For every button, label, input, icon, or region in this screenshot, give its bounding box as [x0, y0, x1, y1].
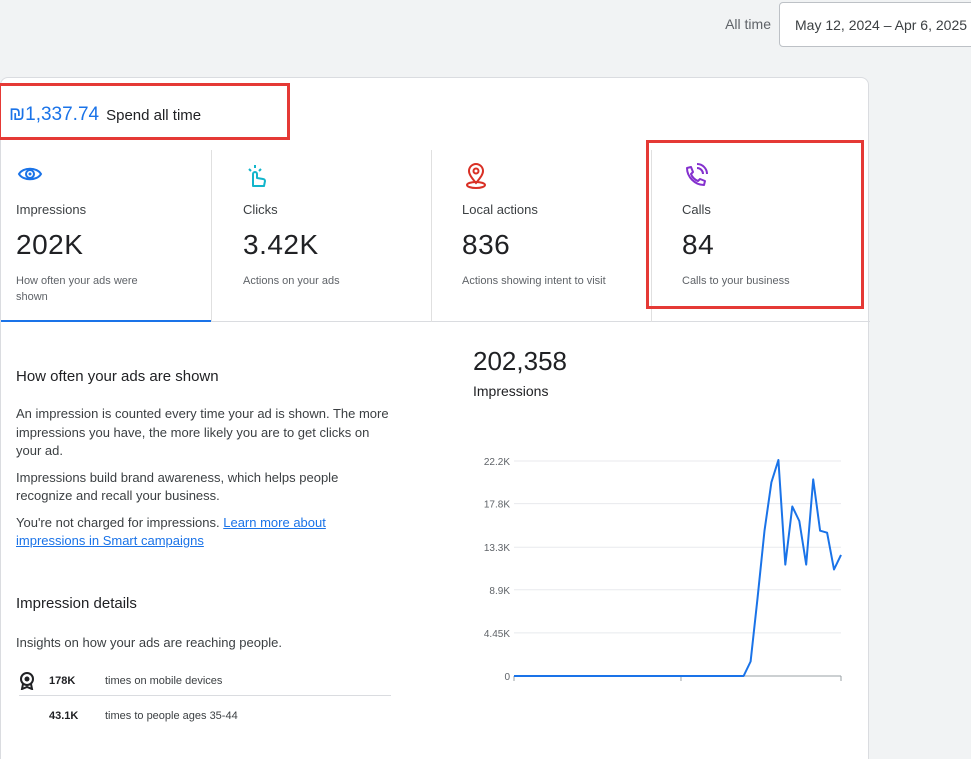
details-subtitle: Insights on how your ads are reaching pe…	[16, 634, 282, 650]
overview-card: ₪1,337.74 Spend all time Impressions 202…	[0, 77, 870, 759]
metric-desc: Actions showing intent to visit	[462, 275, 606, 287]
detail-row-mobile: 178K times on mobile devices	[19, 666, 391, 696]
metric-name: Local actions	[462, 202, 538, 217]
y-tick-label: 17.8K	[484, 500, 510, 511]
metric-local-actions[interactable]: Local actions 836 Actions showing intent…	[432, 150, 652, 322]
eye-icon	[17, 167, 43, 181]
y-tick-label: 4.45K	[484, 629, 510, 640]
calls-highlight-box	[646, 140, 864, 309]
metric-calls[interactable]: Calls 84 Calls to your business	[652, 150, 870, 322]
metric-name: Calls	[682, 202, 711, 217]
y-tick-label: 0	[504, 672, 510, 683]
all-time-label: All time	[725, 16, 771, 32]
y-tick-label: 8.9K	[489, 586, 510, 597]
impressions-label: Impressions	[473, 383, 549, 399]
metric-value: 202K	[16, 229, 84, 260]
metric-desc: How often your ads were shown	[16, 275, 138, 303]
top-bar: All time May 12, 2024 – Apr 6, 2025	[0, 0, 971, 60]
award-icon	[20, 671, 34, 690]
metric-desc: Calls to your business	[682, 275, 790, 287]
metric-value: 3.42K	[243, 229, 319, 260]
info-paragraph-2: Impressions build brand awareness, which…	[16, 469, 339, 504]
detail-row-ages: 43.1K times to people ages 35-44	[49, 706, 238, 726]
date-range-picker[interactable]: May 12, 2024 – Apr 6, 2025	[779, 2, 971, 47]
info-title: How often your ads are shown	[16, 368, 219, 385]
impressions-chart: 202,358 Impressions 0 4.45K 8.9K 13.3K 17.8K…	[473, 346, 853, 686]
location-pin-icon	[466, 163, 486, 189]
detail-text: times on mobile devices	[105, 674, 223, 687]
metric-value: 836	[462, 229, 511, 260]
y-tick-label: 13.3K	[484, 543, 510, 554]
spend-value: ₪1,337.74	[9, 104, 100, 125]
spend-label: Spend all time	[106, 107, 202, 124]
detail-text: times to people ages 35-44	[105, 710, 238, 722]
series-line-impressions	[514, 459, 842, 677]
metric-clicks[interactable]: Clicks 3.42K Actions on your ads	[212, 150, 432, 322]
impressions-info: How often your ads are shown An impressi…	[16, 368, 396, 652]
impressions-total: 202,358	[473, 346, 567, 376]
y-tick-label: 22.2K	[484, 457, 510, 468]
spend-highlight-box	[0, 83, 290, 140]
metric-value: 84	[682, 229, 715, 260]
phone-call-icon	[686, 163, 708, 186]
metric-name: Impressions	[16, 202, 87, 217]
tap-icon	[248, 165, 266, 187]
metric-tabs: Impressions 202K How often your ads were…	[1, 150, 870, 322]
metric-name: Clicks	[243, 202, 278, 217]
learn-more-link[interactable]: Learn more about impressions in Smart ca…	[16, 514, 326, 549]
spend-summary: ₪1,337.74 Spend all time	[9, 104, 201, 126]
detail-value: 43.1K	[49, 710, 79, 722]
details-title: Impression details	[16, 594, 137, 612]
info-paragraph-1: An impression is counted every time your…	[16, 406, 389, 458]
info-paragraph-3: You're not charged for impressions. Lear…	[16, 514, 326, 549]
metric-desc: Actions on your ads	[243, 275, 340, 287]
detail-value: 178K	[49, 674, 76, 687]
metric-impressions[interactable]: Impressions 202K How often your ads were…	[1, 150, 212, 322]
